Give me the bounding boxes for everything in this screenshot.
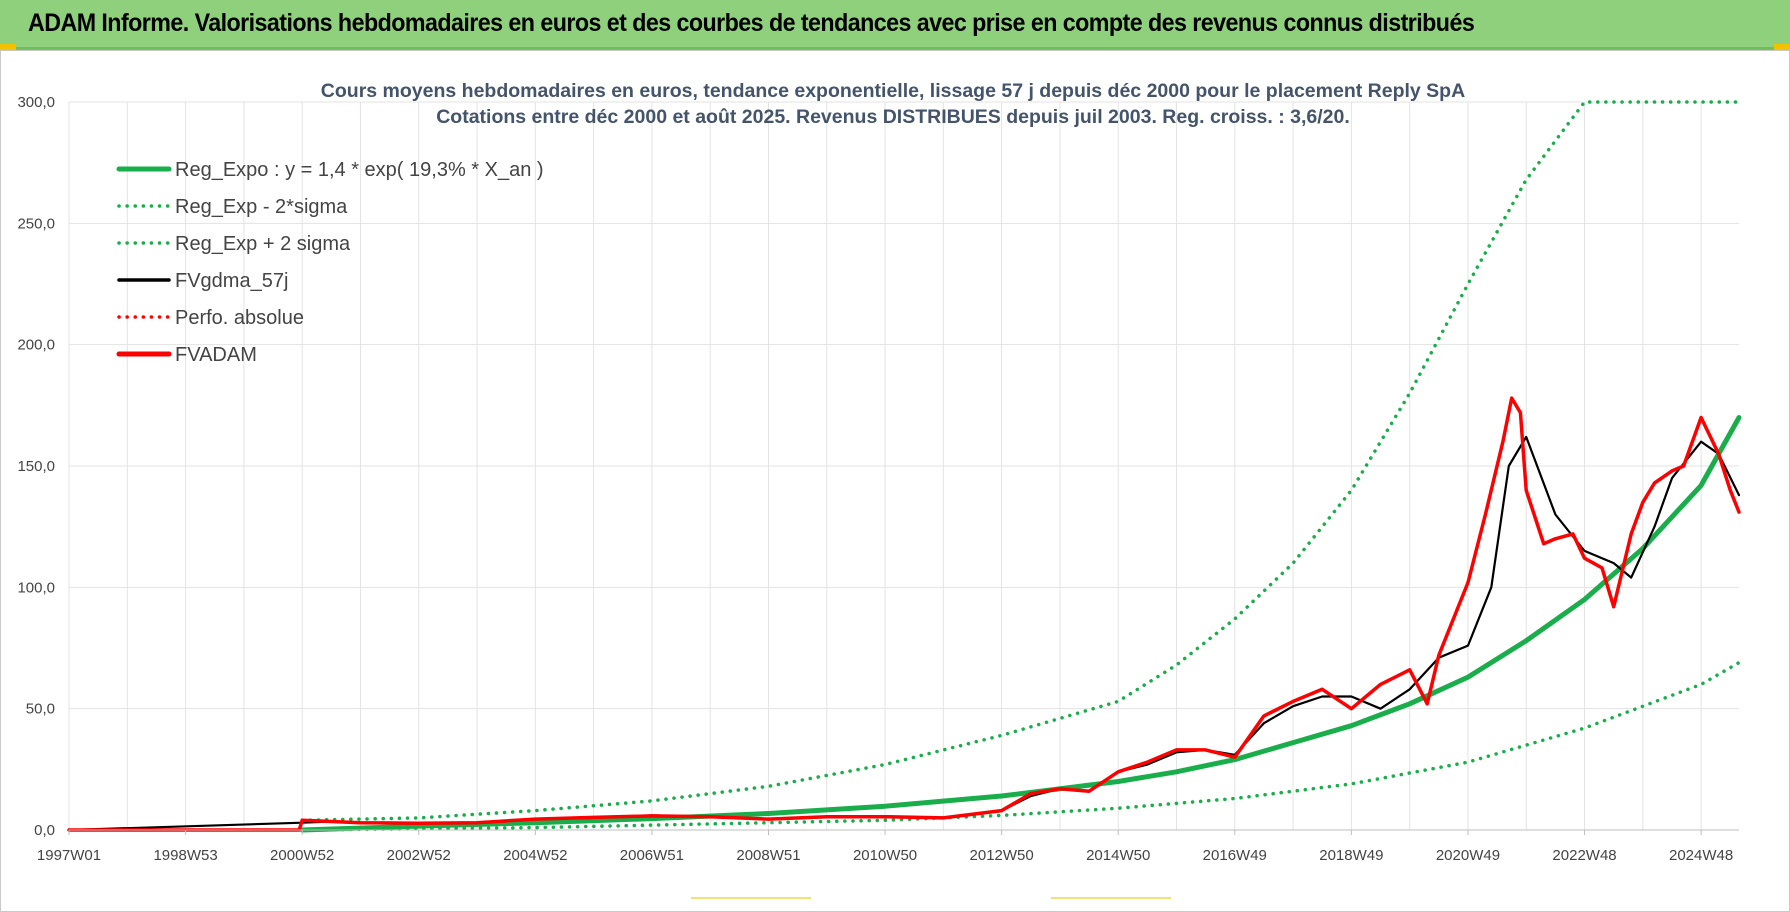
y-tick-label: 0,0	[34, 822, 55, 839]
chart-legend: Reg_Expo : y = 1,4 * exp( 19,3% * X_an )…	[116, 159, 544, 366]
y-tick-label: 300,0	[17, 94, 55, 111]
bottom-accent-1	[691, 897, 811, 899]
x-tick-label: 2000W52	[270, 847, 334, 864]
y-tick-label: 150,0	[17, 458, 55, 475]
y-tick-label: 250,0	[17, 215, 55, 232]
x-tick-label: 2008W51	[736, 847, 800, 864]
y-tick-label: 200,0	[17, 337, 55, 354]
x-tick-label: 2012W50	[970, 847, 1034, 864]
y-tick-label: 50,0	[26, 701, 55, 718]
legend-label-0: Reg_Expo : y = 1,4 * exp( 19,3% * X_an )	[175, 159, 544, 181]
x-tick-label: 2006W51	[620, 847, 684, 864]
legend-label-3: FVgdma_57j	[175, 270, 288, 292]
x-tick-label: 2020W49	[1436, 847, 1500, 864]
series-line-1	[300, 660, 1741, 832]
legend-label-2: Reg_Exp + 2 sigma	[175, 233, 351, 255]
x-tick-label: 2018W49	[1319, 847, 1383, 864]
chart-axes: 0,0 50,0 100,0 150,0 200,0 250,0 300,0 1997W01 1…	[17, 94, 1739, 864]
x-tick-label: 2004W52	[503, 847, 567, 864]
legend-label-1: Reg_Exp - 2*sigma	[175, 196, 348, 218]
chart-frame: 0,0 50,0 100,0 150,0 200,0 250,0 300,0 1997W01 1…	[0, 50, 1790, 912]
legend-label-4: Perfo. absolue	[175, 307, 304, 329]
legend-label-5: FVADAM	[175, 344, 257, 366]
x-tick-label: 2024W48	[1669, 847, 1733, 864]
series-line-2	[300, 100, 1741, 823]
corner-accent-left	[0, 44, 16, 50]
series-line-5	[67, 396, 1741, 832]
x-tick-label: 2014W50	[1086, 847, 1150, 864]
page-title: ADAM Informe. Valorisations hebdomadaire…	[28, 9, 1475, 37]
x-tick-label: 1997W01	[37, 847, 101, 864]
chart-subtitle: Cotations entre déc 2000 et août 2025. R…	[436, 106, 1350, 128]
x-tick-label: 2010W50	[853, 847, 917, 864]
x-tick-label: 1998W53	[153, 847, 217, 864]
x-tick-label: 2022W48	[1552, 847, 1616, 864]
chart: 0,0 50,0 100,0 150,0 200,0 250,0 300,0 1997W01 1…	[17, 80, 1742, 864]
y-tick-label: 100,0	[17, 579, 55, 596]
chart-series	[67, 100, 1742, 833]
x-tick-label: 2002W52	[387, 847, 451, 864]
series-line-0	[299, 415, 1742, 833]
x-tick-label: 2016W49	[1203, 847, 1267, 864]
chart-title: Cours moyens hebdomadaires en euros, ten…	[321, 80, 1465, 102]
bottom-accent-2	[1051, 897, 1171, 899]
header-bar: ADAM Informe. Valorisations hebdomadaire…	[0, 0, 1790, 50]
corner-accent-right	[1774, 44, 1790, 50]
